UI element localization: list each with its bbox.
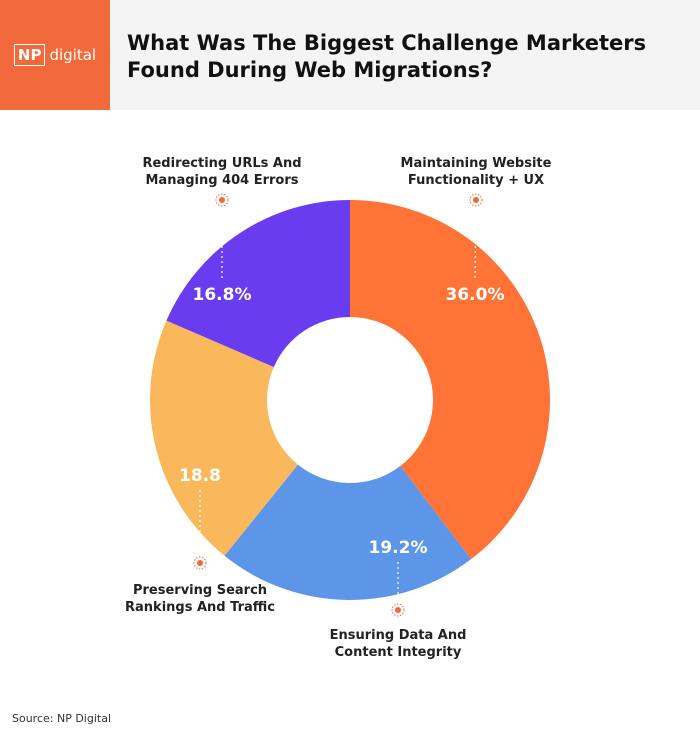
donut-slice [150, 320, 298, 556]
value-label: 36.0% [445, 285, 505, 305]
marker-halo [391, 603, 405, 617]
value-label: 19.2% [368, 538, 428, 558]
marker-dot [219, 197, 225, 203]
marker-dot [197, 560, 203, 566]
marker-halo [215, 193, 229, 207]
logo-mark: NP [13, 44, 46, 66]
marker-halo [193, 556, 207, 570]
category-label: Maintaining Website Functionality + UX [400, 156, 552, 188]
logo-text: digital [49, 46, 97, 64]
donut-slice [224, 464, 472, 600]
category-label: Ensuring Data And Content Integrity [329, 628, 467, 660]
value-label: 18.8 [179, 466, 221, 486]
chart-title: What Was The Biggest Challenge Marketers… [127, 31, 647, 82]
category-label: Preserving Search Rankings And Traffic [125, 583, 275, 615]
logo: NP digital [0, 0, 110, 110]
marker-dot [473, 197, 479, 203]
marker-halo [469, 193, 483, 207]
donut-slice [166, 200, 350, 368]
value-label: 16.8% [192, 285, 252, 305]
header [0, 0, 700, 110]
marker-dot [395, 607, 401, 613]
source: Source: NP Digital [12, 712, 112, 725]
category-label: Redirecting URLs And Managing 404 Errors [142, 156, 302, 188]
donut-slice [350, 200, 550, 560]
